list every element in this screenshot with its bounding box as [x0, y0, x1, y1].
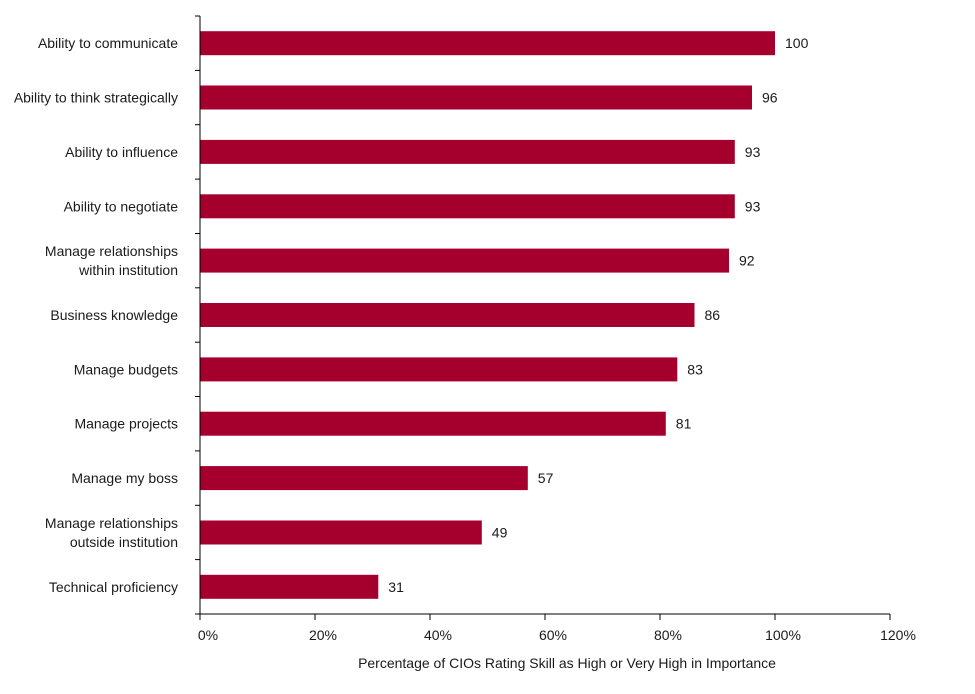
value-label-2: 93: [745, 144, 761, 160]
value-label-3: 93: [745, 198, 761, 214]
category-label-0-line-0: Ability to communicate: [38, 35, 178, 51]
category-label-5: Business knowledge: [50, 307, 178, 323]
category-label-3: Ability to negotiate: [64, 198, 179, 214]
category-label-4: Manage relationships within institution: [45, 243, 178, 278]
category-label-4-line-1: within institution: [78, 262, 178, 278]
bar-1: [200, 85, 752, 110]
category-label-9-line-0: Manage relationships: [45, 515, 178, 531]
value-label-7: 81: [676, 416, 692, 432]
category-label-2: Ability to influence: [65, 144, 178, 160]
category-label-7: Manage projects: [74, 416, 178, 432]
bar-3: [200, 194, 735, 219]
category-label-10: Technical proficiency: [49, 579, 178, 595]
category-label-7-line-0: Manage projects: [74, 416, 178, 432]
bar-7: [200, 411, 666, 436]
x-tick-label-4: 80%: [654, 627, 682, 643]
category-label-8-line-0: Manage my boss: [71, 470, 178, 486]
bar-0: [200, 31, 775, 56]
value-label-10: 31: [388, 579, 404, 595]
bar-2: [200, 139, 735, 164]
category-label-2-line-0: Ability to influence: [65, 144, 178, 160]
category-label-5-line-0: Business knowledge: [50, 307, 178, 323]
value-label-8: 57: [538, 470, 554, 486]
category-label-4-line-0: Manage relationships: [45, 243, 178, 259]
category-label-0: Ability to communicate: [38, 35, 178, 51]
bar-9: [200, 520, 482, 545]
category-label-6: Manage budgets: [74, 361, 178, 377]
value-label-0: 100: [785, 35, 809, 51]
x-tick-label-6: 120%: [880, 627, 916, 643]
axes: 0% 20% 40% 60% 80% 100% 120%: [195, 15, 916, 643]
bar-5: [200, 303, 695, 327]
value-label-6: 83: [687, 361, 703, 377]
x-axis-title: Percentage of CIOs Rating Skill as High …: [358, 655, 776, 671]
category-label-8: Manage my boss: [71, 470, 178, 486]
value-label-1: 96: [762, 90, 778, 106]
category-label-9: Manage relationships outside institution: [45, 515, 178, 550]
category-label-1-line-0: Ability to think strategically: [14, 90, 178, 106]
category-label-6-line-0: Manage budgets: [74, 361, 178, 377]
x-tick-label-0: 0%: [198, 627, 218, 643]
category-label-9-line-1: outside institution: [70, 534, 178, 550]
bar-4: [200, 248, 729, 273]
bars-layer: 100 Ability to communicate 96 Ability to th…: [14, 31, 809, 599]
value-label-9: 49: [492, 525, 508, 541]
x-tick-label-5: 100%: [765, 627, 801, 643]
x-tick-label-2: 40%: [424, 627, 452, 643]
category-label-10-line-0: Technical proficiency: [49, 579, 178, 595]
category-label-3-line-0: Ability to negotiate: [64, 198, 179, 214]
value-label-4: 92: [739, 253, 755, 269]
x-tick-label-3: 60%: [539, 627, 567, 643]
bar-6: [200, 357, 678, 382]
category-label-1: Ability to think strategically: [14, 90, 178, 106]
bar-10: [200, 574, 379, 599]
x-tick-label-1: 20%: [309, 627, 337, 643]
value-label-5: 86: [705, 307, 721, 323]
bar-8: [200, 466, 528, 491]
